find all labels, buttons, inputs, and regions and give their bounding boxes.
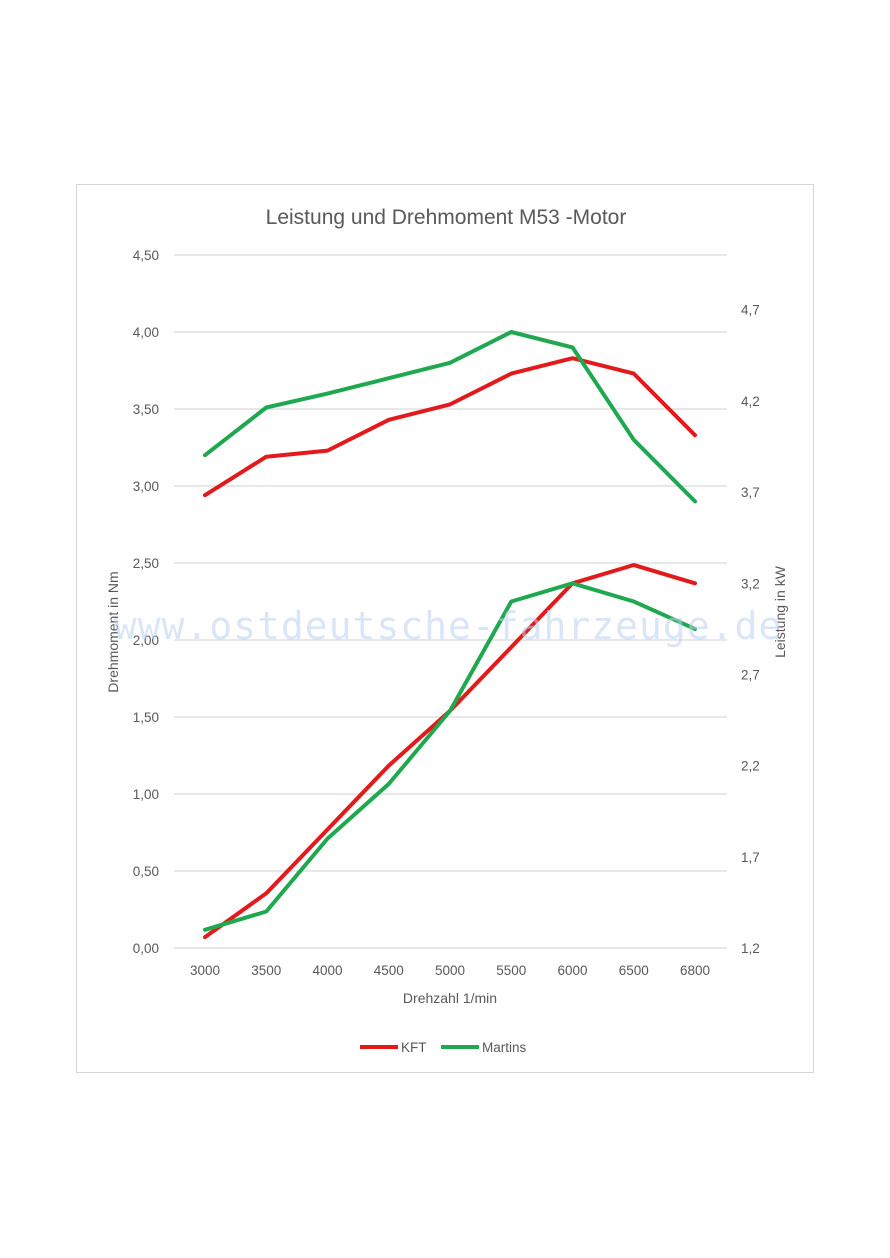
x-tick-label: 5000 [435, 963, 465, 978]
legend-label-martins: Martins [482, 1040, 527, 1055]
y-axis-title: Drehmoment in Nm [105, 571, 121, 692]
y2-tick-label: 1,7 [741, 850, 760, 865]
y2-tick-label: 3,2 [741, 576, 760, 591]
y2-axis-ticks: 1,2 1,7 2,2 2,7 3,2 3,7 4,2 4,7 [741, 303, 760, 956]
series-line-martins-right [203, 581, 697, 932]
chart-frame: Leistung und Drehmoment M53 -Motor 0,00 0… [76, 184, 814, 1073]
y2-tick-label: 4,7 [741, 303, 760, 318]
y-tick-label: 4,00 [133, 325, 159, 340]
y2-axis-title: Leistung in kW [772, 565, 788, 658]
y-tick-label: 3,50 [133, 402, 159, 417]
y-tick-label: 3,00 [133, 479, 159, 494]
gridlines [174, 254, 727, 949]
x-tick-label: 6000 [557, 963, 587, 978]
chart-title: Leistung und Drehmoment M53 -Motor [266, 206, 627, 229]
y-tick-label: 0,00 [133, 941, 159, 956]
x-tick-label: 5500 [496, 963, 526, 978]
y-tick-label: 2,50 [133, 556, 159, 571]
y2-tick-label: 3,7 [741, 485, 760, 500]
series-lines [203, 330, 697, 940]
x-tick-label: 6500 [619, 963, 649, 978]
series-line-kft-left [203, 356, 697, 498]
x-axis-ticks: 3000 3500 4000 4500 5000 5500 6000 6500 6800 [190, 963, 710, 978]
y2-tick-label: 2,7 [741, 667, 760, 682]
y-tick-label: 1,00 [133, 787, 159, 802]
y-tick-label: 0,50 [133, 864, 159, 879]
y2-tick-label: 1,2 [741, 941, 760, 956]
y-tick-label: 2,00 [133, 633, 159, 648]
y-axis-ticks: 0,00 0,50 1,00 1,50 2,00 2,50 3,00 3,50 4,00 4,50 [133, 248, 159, 956]
x-axis-title: Drehzahl 1/min [403, 990, 497, 1006]
x-tick-label: 6800 [680, 963, 710, 978]
x-tick-label: 3500 [251, 963, 281, 978]
y-tick-label: 1,50 [133, 710, 159, 725]
y2-tick-label: 2,2 [741, 759, 760, 774]
y-tick-label: 4,50 [133, 248, 159, 263]
x-tick-label: 4500 [374, 963, 404, 978]
chart: Leistung und Drehmoment M53 -Motor 0,000… [105, 206, 788, 1055]
series-line-martins-left [203, 330, 697, 504]
y2-tick-label: 4,2 [741, 394, 760, 409]
legend: KFT Martins [360, 1040, 527, 1055]
watermark-text: www.ostdeutsche-fahrzeuge.de [114, 604, 783, 648]
x-tick-label: 4000 [312, 963, 342, 978]
legend-label-kft: KFT [401, 1040, 427, 1055]
x-tick-label: 3000 [190, 963, 220, 978]
